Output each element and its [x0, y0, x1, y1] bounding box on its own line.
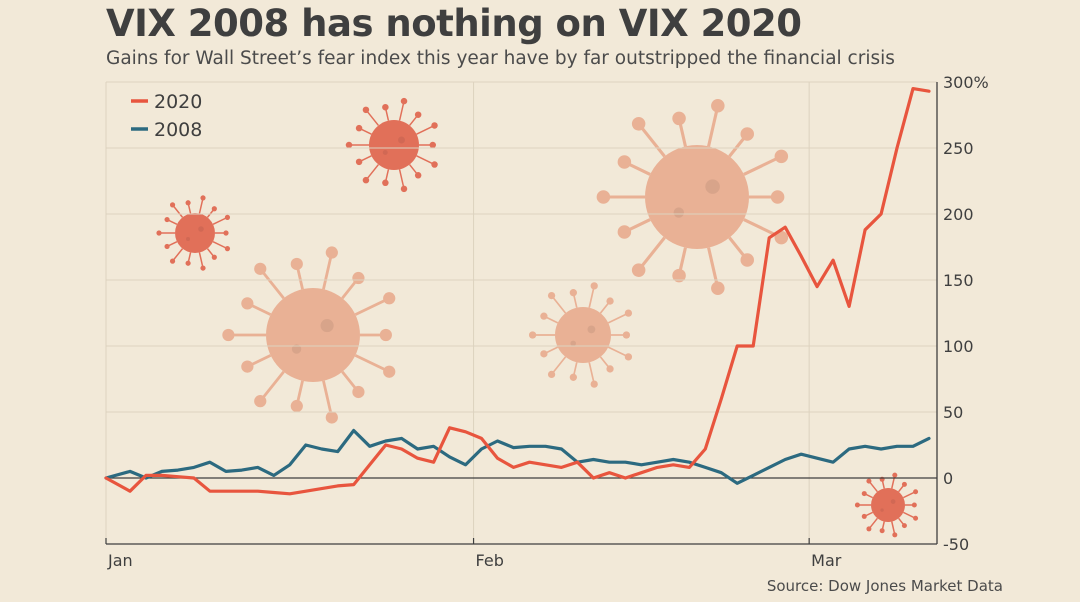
source-note: Source: Dow Jones Market Data	[766, 577, 1003, 595]
series-lines	[104, 86, 931, 496]
virus-icon-large-right	[596, 98, 789, 296]
virus-decorations	[156, 97, 919, 538]
y-tick-label: 300%	[943, 73, 989, 92]
y-tick-label: 50	[943, 403, 963, 422]
virus-icon-small-left	[156, 195, 231, 271]
y-tick-label: 250	[943, 139, 974, 158]
chart-title: VIX 2008 has nothing on VIX 2020	[106, 2, 802, 45]
axes: 300% 250 200 150 100 50 0 -50 Jan Feb Mar	[105, 73, 989, 570]
y-tick-label: 150	[943, 271, 974, 290]
chart-subtitle: Gains for Wall Street’s fear index this …	[106, 48, 895, 69]
virus-icon-bottom-right	[854, 472, 919, 538]
gridlines	[105, 81, 937, 545]
x-tick-label: Feb	[476, 551, 504, 570]
virus-icon-middle	[528, 282, 633, 388]
series-line-2020	[104, 86, 931, 496]
y-tick-label: 200	[943, 205, 974, 224]
x-tick-label: Mar	[811, 551, 842, 570]
y-tick-label: -50	[943, 535, 969, 554]
virus-icon-top	[345, 97, 438, 193]
legend-label-2008: 2008	[154, 119, 202, 141]
series-line-2008	[104, 428, 931, 485]
x-tick-label: Jan	[107, 551, 133, 570]
y-tick-label: 0	[943, 469, 953, 488]
legend-label-2020: 2020	[154, 91, 202, 113]
legend: 2020 2008	[131, 91, 202, 141]
virus-icon-large-left	[222, 246, 396, 424]
y-tick-label: 100	[943, 337, 974, 356]
